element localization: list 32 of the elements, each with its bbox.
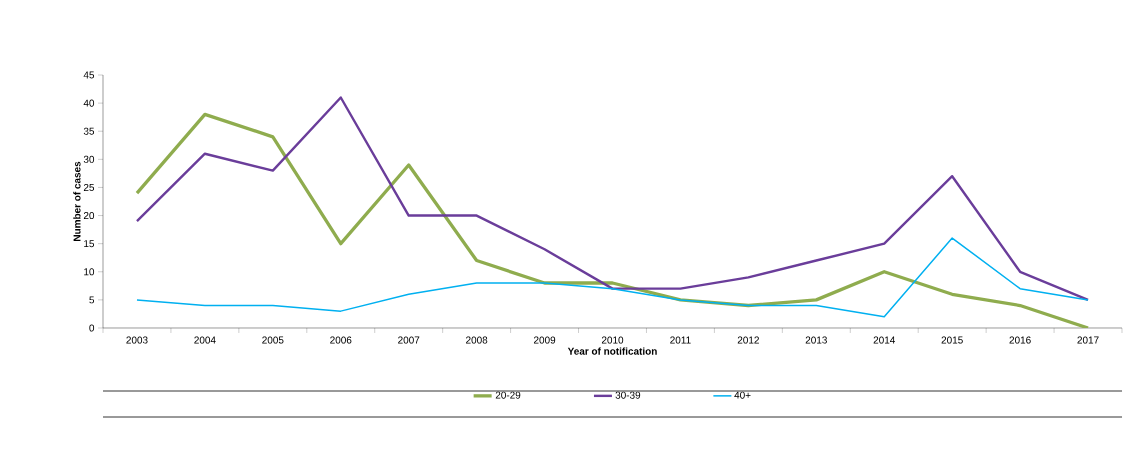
x-tick-label: 2012 [737, 336, 759, 344]
x-tick-label: 2015 [941, 336, 963, 344]
line-series [136, 237, 1089, 318]
x-tick-label: 2005 [262, 336, 284, 344]
y-tick-label: 45 [83, 71, 95, 79]
y-tick-label: 30 [83, 155, 95, 163]
legend-label: 30-39 [615, 391, 641, 399]
y-tick-label: 20 [83, 212, 95, 220]
x-tick-label: 2006 [330, 336, 352, 344]
y-tick-label: 10 [84, 268, 95, 276]
x-tick-label: 2007 [398, 336, 420, 344]
x-tick-label: 2008 [466, 336, 488, 344]
y-axis-title: Number of cases [73, 161, 81, 241]
x-tick-label: 2014 [873, 336, 896, 344]
x-tick-label: 2009 [533, 336, 556, 344]
x-tick-label: 2011 [670, 336, 691, 344]
y-tick-label: 35 [83, 127, 95, 135]
y-tick-label: 0 [89, 324, 95, 332]
y-tick-label: 40 [83, 99, 95, 107]
x-tick-label: 2016 [1009, 336, 1031, 344]
y-tick-label: 5 [89, 296, 95, 304]
x-tick-label: 2004 [194, 336, 216, 344]
legend-label: 40+ [734, 391, 751, 399]
y-tick-label: 25 [83, 183, 95, 191]
x-tick-label: 2017 [1077, 336, 1099, 344]
line-series [135, 96, 1090, 302]
x-tick-label: 2010 [601, 336, 624, 344]
x-axis-title: Year of notification [567, 347, 657, 355]
x-tick-label: 2013 [805, 336, 827, 344]
x-tick-label: 2003 [126, 336, 148, 344]
legend-label: 20-29 [495, 391, 521, 399]
y-tick-label: 15 [84, 240, 95, 248]
